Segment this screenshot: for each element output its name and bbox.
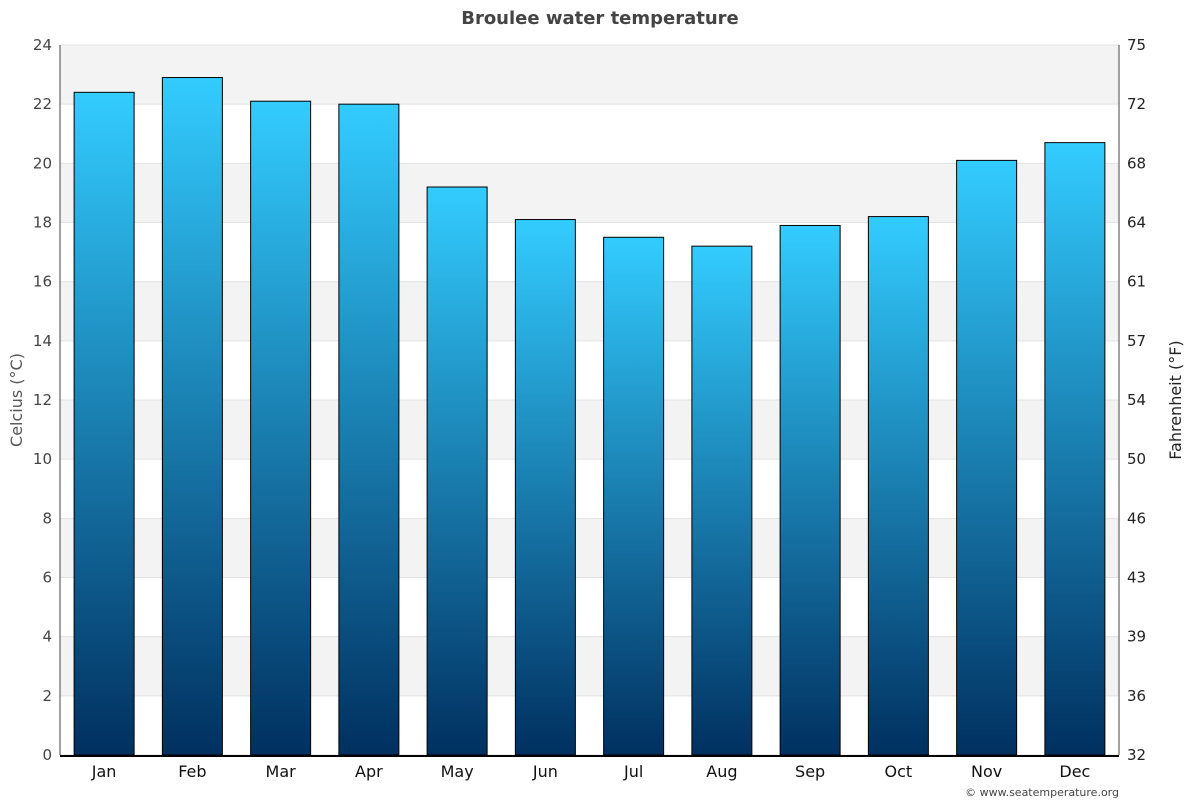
bar-nov[interactable] <box>956 159 1018 756</box>
x-tick-label: Jan <box>91 762 117 781</box>
x-tick-label: Nov <box>971 762 1002 781</box>
bar-dec[interactable] <box>1044 142 1106 756</box>
y-tick-label-left: 4 <box>42 628 52 646</box>
y-tick-label-right: 75 <box>1127 36 1146 54</box>
y-tick-label-left: 16 <box>33 273 52 291</box>
y-tick-label-right: 39 <box>1127 628 1146 646</box>
y-tick-label-right: 57 <box>1127 332 1146 350</box>
grid-band <box>60 45 1119 105</box>
y-tick-label-left: 24 <box>33 36 52 54</box>
y-tick-label-left: 22 <box>33 95 52 113</box>
grid-band <box>60 281 1119 341</box>
x-tick-label: May <box>441 762 474 781</box>
x-tick-label: Oct <box>885 762 913 781</box>
y-tick-label-right: 36 <box>1127 687 1146 705</box>
y-tick-label-right: 46 <box>1127 509 1146 527</box>
bar-oct[interactable] <box>867 216 929 756</box>
y-tick-label-right: 32 <box>1127 746 1146 764</box>
x-tick-label: Jun <box>532 762 558 781</box>
bar-sep[interactable] <box>779 224 841 756</box>
y-tick-label-right: 72 <box>1127 95 1146 113</box>
chart-title: Broulee water temperature <box>461 8 739 29</box>
y-tick-label-left: 10 <box>33 450 52 468</box>
grid-band <box>60 636 1119 696</box>
x-tick-label: Mar <box>266 762 297 781</box>
x-tick-label: Sep <box>795 762 825 781</box>
x-tick-label: Apr <box>355 762 383 781</box>
bar-apr[interactable] <box>338 103 400 756</box>
y-tick-label-right: 50 <box>1127 450 1146 468</box>
x-tick-label: Aug <box>706 762 737 781</box>
x-tick-label: Jul <box>623 762 643 781</box>
y-tick-label-right: 64 <box>1127 214 1146 232</box>
y-tick-label-right: 43 <box>1127 569 1146 587</box>
x-tick-label: Dec <box>1059 762 1090 781</box>
bar-aug[interactable] <box>691 245 753 756</box>
bar-jul[interactable] <box>603 236 665 756</box>
bar-jan[interactable] <box>73 91 135 756</box>
grid-band <box>60 163 1119 223</box>
credit-link[interactable]: © www.seatemperature.org <box>965 786 1119 799</box>
y-tick-label-left: 0 <box>42 746 52 764</box>
x-tick-label: Feb <box>178 762 206 781</box>
y-tick-label-left: 8 <box>42 509 52 527</box>
y-tick-label-left: 12 <box>33 391 52 409</box>
y-tick-label-right: 54 <box>1127 391 1146 409</box>
y-tick-label-left: 6 <box>42 569 52 587</box>
y-tick-label-right: 61 <box>1127 273 1146 291</box>
y-tick-label-right: 68 <box>1127 154 1146 172</box>
bar-jun[interactable] <box>514 219 576 756</box>
grid-band <box>60 518 1119 578</box>
y-tick-label-left: 20 <box>33 154 52 172</box>
y-tick-label-left: 14 <box>33 332 52 350</box>
y-axis-label-right: Fahrenheit (°F) <box>1166 340 1185 459</box>
bar-feb[interactable] <box>161 77 223 756</box>
bar-may[interactable] <box>426 186 488 756</box>
y-tick-label-left: 18 <box>33 214 52 232</box>
grid-band <box>60 400 1119 460</box>
y-tick-label-left: 2 <box>42 687 52 705</box>
bar-mar[interactable] <box>250 100 312 756</box>
y-axis-label-left: Celcius (°C) <box>7 353 26 447</box>
